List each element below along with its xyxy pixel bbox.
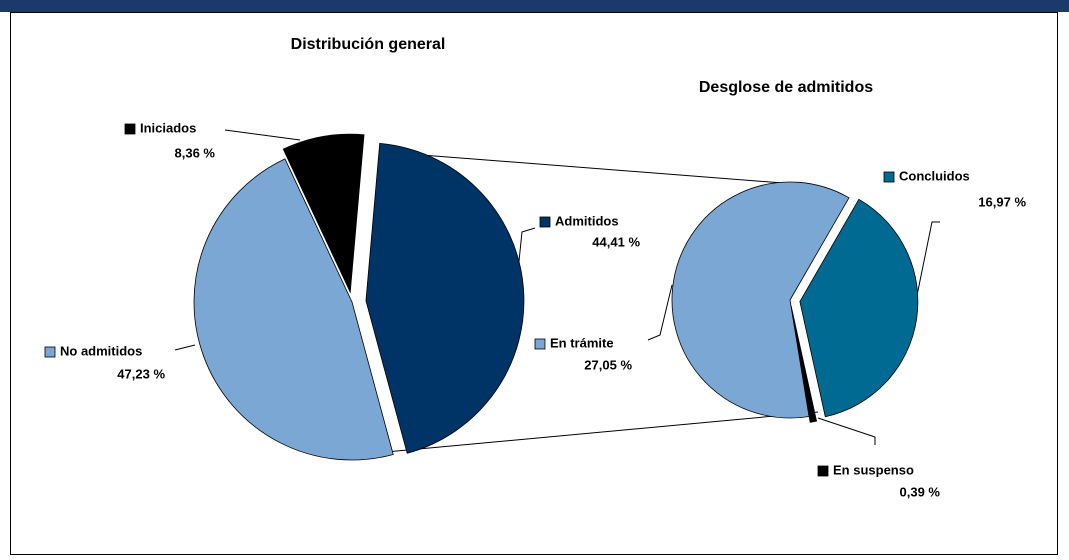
- leader-line: [647, 284, 673, 341]
- leader-line: [911, 221, 940, 321]
- legend-swatch: [817, 465, 829, 477]
- legend-swatch: [883, 171, 895, 183]
- legend-swatch: [124, 123, 136, 135]
- chart-title: Desglose de admitidos: [699, 79, 873, 96]
- leader-line: [817, 417, 876, 445]
- connector: [385, 411, 819, 453]
- value-label: 16,97 %: [978, 194, 1026, 209]
- pie-slice: [790, 305, 818, 423]
- slice-label: En suspenso: [833, 462, 914, 477]
- pie-slice: [193, 158, 394, 461]
- value-label: 27,05 %: [584, 357, 632, 372]
- value-label: 47,23 %: [117, 366, 165, 381]
- pie-slice: [799, 198, 919, 418]
- slice-label: Admitidos: [555, 213, 619, 228]
- chart-title: Distribución general: [291, 36, 446, 53]
- pie-slice: [671, 181, 850, 419]
- pie-slice: [365, 142, 525, 454]
- leader-line: [174, 344, 196, 351]
- connector: [382, 151, 797, 185]
- slice-label: En trámite: [550, 335, 614, 350]
- slice-label: Iniciados: [140, 120, 196, 135]
- value-label: 44,41 %: [592, 234, 640, 249]
- pie-slice: [282, 133, 365, 294]
- value-label: 0,39 %: [900, 484, 941, 499]
- legend-swatch: [44, 346, 56, 358]
- slice-label: No admitidos: [60, 343, 142, 358]
- legend-swatch: [534, 338, 546, 350]
- legend-swatch: [539, 216, 551, 228]
- leader-line: [224, 129, 301, 141]
- slice-label: Concluidos: [899, 168, 970, 183]
- value-label: 8,36 %: [175, 145, 216, 160]
- banner: [0, 0, 1069, 12]
